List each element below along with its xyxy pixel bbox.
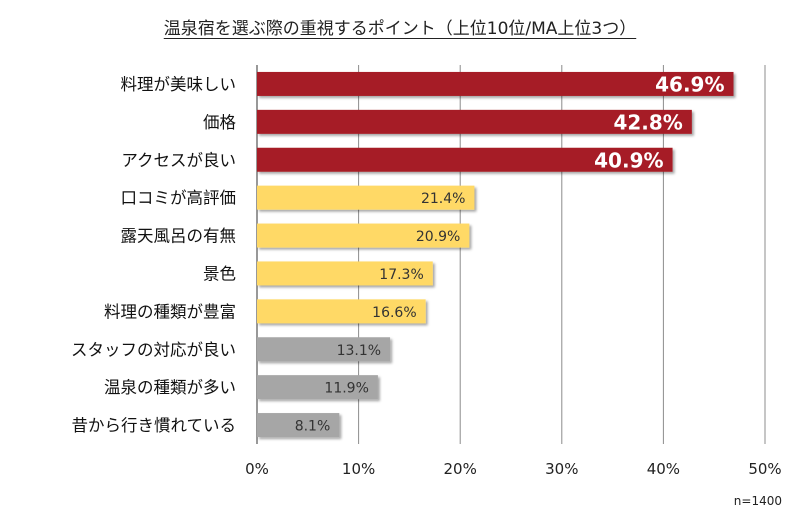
category-label: スタッフの対応が良い — [71, 340, 236, 359]
chart-title-text: 温泉宿を選ぶ際の重視するポイント（上位10位/MA上位3つ） — [163, 19, 637, 39]
data-label: 17.3% — [379, 267, 423, 283]
x-tick-label: 30% — [545, 460, 578, 478]
bar — [257, 299, 426, 324]
category-label: 景色 — [203, 264, 236, 283]
bar — [257, 375, 378, 400]
data-label: 42.8% — [613, 110, 682, 134]
category-label: 口コミが高評価 — [121, 189, 237, 208]
bar — [257, 147, 673, 172]
data-label: 46.9% — [655, 72, 724, 96]
bar — [257, 261, 433, 286]
data-label: 40.9% — [594, 148, 663, 172]
data-label: 11.9% — [324, 381, 368, 397]
bar — [257, 71, 734, 96]
data-label: 21.4% — [421, 191, 465, 207]
x-tick-label: 20% — [444, 460, 477, 478]
category-label: 価格 — [203, 113, 237, 132]
bar — [257, 185, 475, 210]
category-label: アクセスが良い — [121, 151, 236, 170]
category-label: 昔から行き慣れている — [71, 416, 236, 435]
x-tick-label: 50% — [748, 460, 781, 478]
category-label: 料理が美味しい — [121, 75, 237, 94]
data-label: 16.6% — [372, 305, 416, 321]
data-label: 8.1% — [295, 419, 331, 435]
x-tick-label: 10% — [342, 460, 375, 478]
bar — [257, 337, 391, 362]
category-label: 温泉の種類が多い — [104, 378, 236, 397]
bar — [257, 413, 340, 438]
sample-size-note: n=1400 — [733, 494, 782, 508]
category-label: 料理の種類が豊富 — [104, 302, 236, 321]
data-label: 13.1% — [337, 343, 381, 359]
bar — [257, 223, 470, 248]
chart-title: 温泉宿を選ぶ際の重視するポイント（上位10位/MA上位3つ） — [0, 14, 800, 39]
category-label: 露天風呂の有無 — [121, 227, 237, 246]
data-label: 20.9% — [416, 229, 460, 245]
bar — [257, 109, 692, 134]
x-tick-label: 0% — [245, 460, 269, 478]
x-tick-label: 40% — [647, 460, 680, 478]
